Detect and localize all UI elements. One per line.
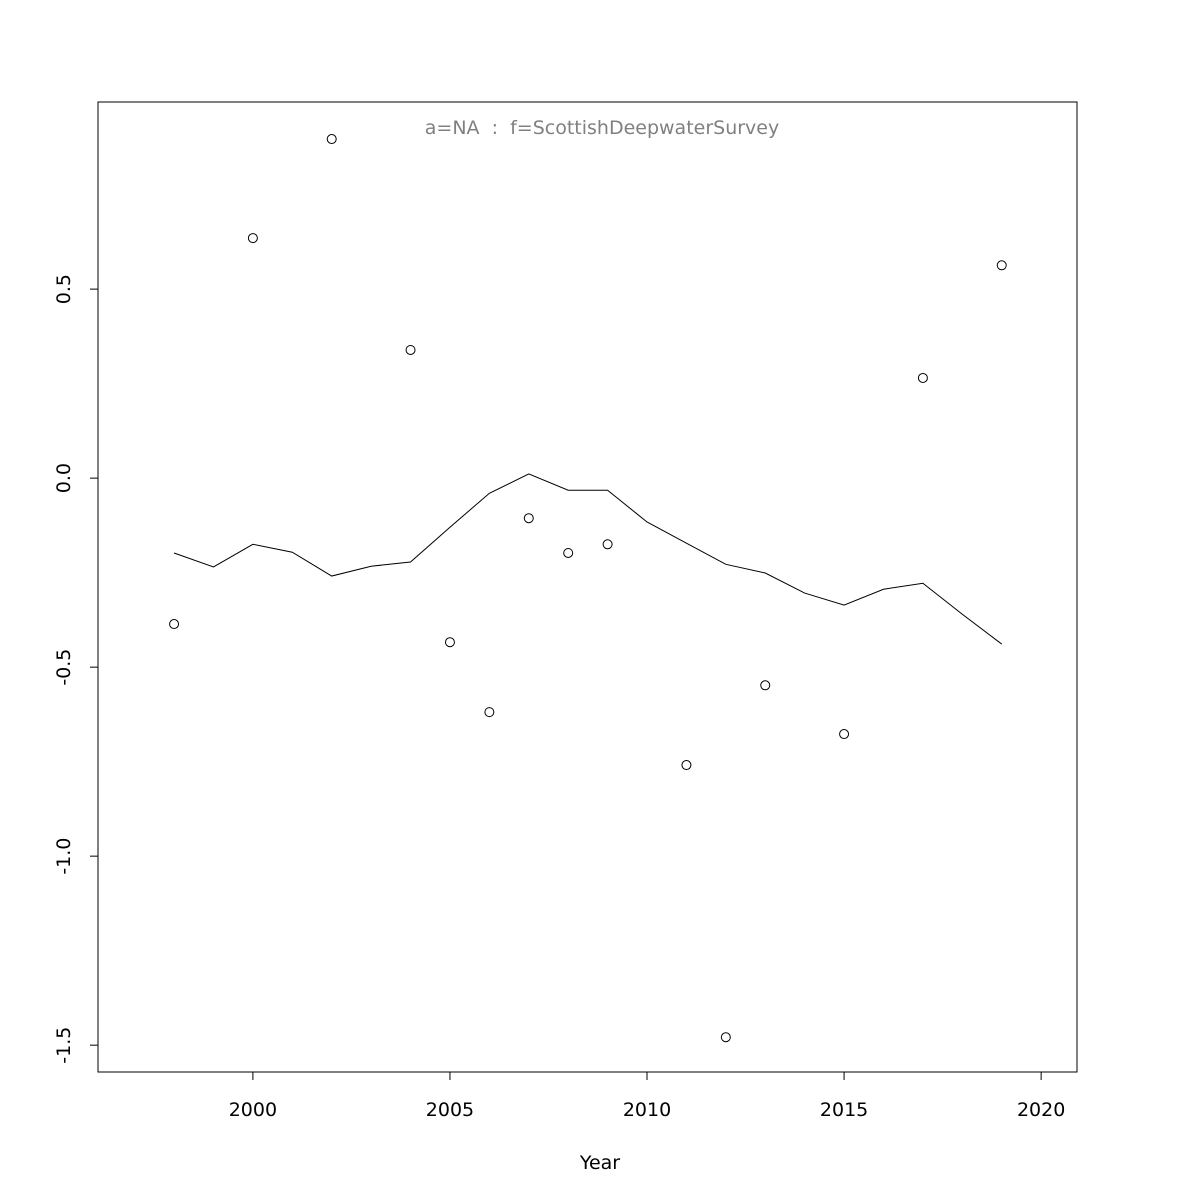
data-point [444, 637, 455, 648]
data-point [169, 619, 180, 630]
chart-title: a=NA : f=ScottishDeepwaterSurvey [425, 117, 780, 139]
y-tick-label: 0.5 [53, 274, 75, 304]
x-tick-label: 2020 [1017, 1099, 1065, 1121]
plot-frame [97, 101, 1078, 1073]
y-tick-label: -1.0 [53, 838, 75, 875]
data-point [720, 1032, 731, 1043]
x-tick-label: 2015 [820, 1099, 868, 1121]
data-point [563, 547, 574, 558]
data-point [247, 233, 258, 244]
y-tick-label: -0.5 [53, 649, 75, 686]
data-point [839, 729, 850, 740]
data-point [917, 372, 928, 383]
x-axis-label: Year [579, 1152, 620, 1174]
data-point [760, 680, 771, 691]
data-point [484, 707, 495, 718]
x-tick-label: 2005 [426, 1099, 474, 1121]
y-tick-label: 0.0 [53, 463, 75, 493]
trend-line [173, 473, 1003, 645]
data-point [326, 134, 337, 145]
data-point [996, 260, 1007, 271]
data-point [523, 513, 534, 524]
x-tick-label: 2000 [229, 1099, 277, 1121]
data-point [405, 344, 416, 355]
y-tick-label: -1.5 [53, 1027, 75, 1064]
data-point [681, 760, 692, 771]
x-tick-label: 2010 [623, 1099, 671, 1121]
data-point [602, 539, 613, 550]
